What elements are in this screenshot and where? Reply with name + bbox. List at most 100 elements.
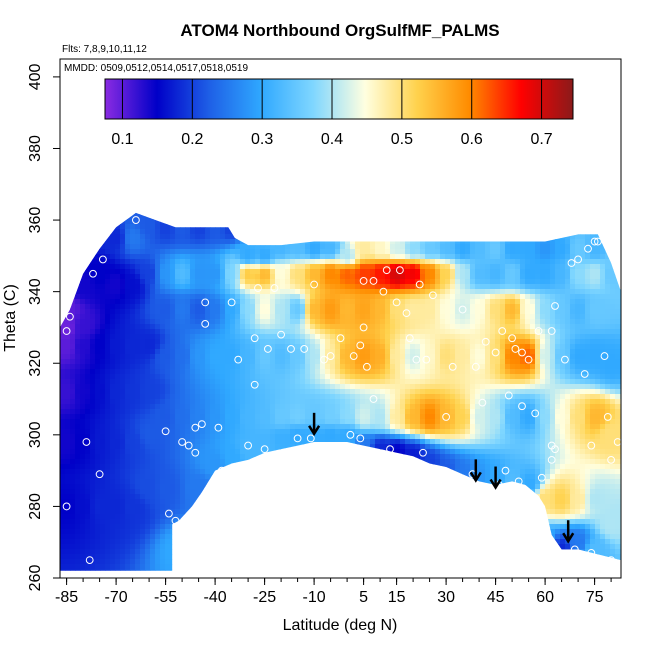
heatmap-cell [310,229,316,235]
heatmap-cell [335,444,341,450]
heatmap-cell [315,419,321,425]
heatmap-cell [205,334,211,340]
heatmap-cell [360,449,366,455]
heatmap-cell [60,439,66,445]
heatmap-cell [110,179,115,184]
heatmap-cell [95,254,101,260]
heatmap-cell [180,214,186,220]
heatmap-cell [300,244,306,250]
heatmap-cell [330,429,336,435]
heatmap-cell [65,519,71,525]
heatmap-cell [295,279,301,285]
heatmap-cell [110,244,116,250]
heatmap-cell [315,284,321,290]
heatmap-cell [230,434,236,440]
heatmap-cell [325,444,331,450]
heatmap-cell [225,559,231,565]
heatmap-cell [200,454,206,460]
heatmap-cell [110,219,116,225]
heatmap-cell [80,454,86,460]
heatmap-cell [105,179,110,184]
heatmap-cell [245,244,251,250]
heatmap-cell [330,454,336,460]
heatmap-cell [290,319,296,325]
heatmap-cell [160,249,166,255]
heatmap-cell [235,212,241,215]
heatmap-cell [220,184,225,189]
heatmap-cell [305,224,311,230]
heatmap-cell [200,339,206,345]
heatmap-cell [215,394,221,400]
heatmap-cell [325,484,331,490]
heatmap-cell [175,454,181,460]
heatmap-cell [270,394,276,400]
heatmap-cell [265,254,271,260]
heatmap-cell [205,194,210,199]
heatmap-cell [220,374,226,380]
heatmap-cell [345,349,351,355]
heatmap-cell [220,569,226,571]
heatmap-cell [70,454,76,460]
heatmap-cell [100,234,106,240]
heatmap-cell [220,454,226,460]
heatmap-cell [60,204,65,209]
heatmap-cell [110,534,116,540]
heatmap-cell [370,194,375,199]
heatmap-cell [145,539,151,545]
heatmap-cell [205,399,211,405]
heatmap-cell [125,504,131,510]
heatmap-cell [100,212,106,215]
heatmap-cell [135,274,141,280]
heatmap-cell [220,414,226,420]
heatmap-cell [210,539,216,545]
heatmap-cell [175,484,181,490]
heatmap-cell [275,434,281,440]
heatmap-cell [190,404,196,410]
heatmap-cell [125,539,131,545]
heatmap-cell [105,539,111,545]
heatmap-cell [210,274,216,280]
heatmap-cell [240,439,246,445]
heatmap-cell [360,259,366,265]
heatmap-cell [265,444,271,450]
heatmap-cell [110,389,116,395]
heatmap-cell [225,249,231,255]
heatmap-cell [190,274,196,280]
heatmap-cell [300,329,306,335]
heatmap-cell [65,212,71,215]
heatmap-cell [185,464,191,470]
heatmap-cell [225,439,231,445]
heatmap-cell [280,449,286,455]
heatmap-cell [250,494,256,500]
heatmap-cell [205,219,211,225]
heatmap-cell [85,424,91,430]
heatmap-cell [90,229,96,235]
heatmap-cell [200,344,206,350]
heatmap-cell [340,549,346,555]
heatmap-cell [65,384,71,390]
heatmap-cell [355,444,361,450]
heatmap-cell [115,534,121,540]
heatmap-cell [175,254,181,260]
heatmap-cell [75,259,81,265]
heatmap-cell [245,344,251,350]
heatmap-cell [160,254,166,260]
heatmap-cell [220,194,225,199]
heatmap-cell [230,304,236,310]
heatmap-cell [195,254,201,260]
heatmap-cell [345,534,351,540]
heatmap-cell [135,314,141,320]
heatmap-cell [355,374,361,380]
heatmap-cell [215,514,221,520]
heatmap-cell [80,279,86,285]
heatmap-cell [205,304,211,310]
heatmap-cell [345,464,351,470]
heatmap-cell [90,389,96,395]
heatmap-cell [70,544,76,550]
heatmap-cell [185,374,191,380]
heatmap-cell [85,439,91,445]
heatmap-cell [195,364,201,370]
heatmap-cell [290,569,296,571]
heatmap-cell [345,184,350,189]
heatmap-cell [110,499,116,505]
